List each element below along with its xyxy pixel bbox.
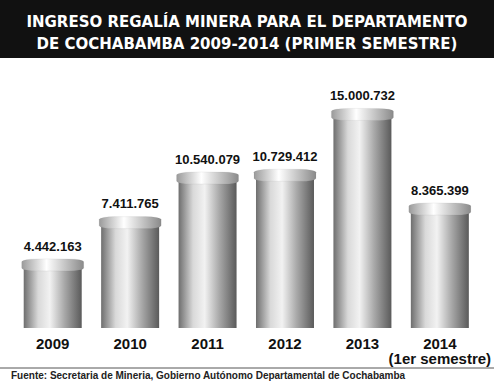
svg-text:15.000.732: 15.000.732 bbox=[330, 88, 395, 103]
svg-text:10.540.079: 10.540.079 bbox=[175, 152, 240, 167]
svg-text:4.442.163: 4.442.163 bbox=[24, 239, 82, 254]
svg-text:INGRESO REGALÍA MINERA PARA EL: INGRESO REGALÍA MINERA PARA EL DEPARTAME… bbox=[26, 12, 467, 31]
svg-text:DE COCHABAMBA 2009-2014 (PRIME: DE COCHABAMBA 2009-2014 (PRIMER SEMESTRE… bbox=[37, 35, 458, 53]
svg-text:2013: 2013 bbox=[346, 335, 379, 352]
svg-text:7.411.765: 7.411.765 bbox=[102, 196, 159, 211]
svg-text:2009: 2009 bbox=[36, 335, 69, 352]
svg-text:10.729.412: 10.729.412 bbox=[252, 149, 317, 164]
svg-text:2014: 2014 bbox=[423, 335, 457, 352]
svg-text:Fuente: Secretaria de Mineria,: Fuente: Secretaria de Mineria, Gobierno … bbox=[11, 370, 406, 381]
svg-text:2011: 2011 bbox=[191, 335, 224, 352]
svg-text:8.365.399: 8.365.399 bbox=[411, 183, 469, 198]
svg-text:2010: 2010 bbox=[113, 335, 146, 352]
svg-text:(1er semestre): (1er semestre) bbox=[389, 350, 492, 367]
svg-text:2012: 2012 bbox=[268, 335, 301, 352]
